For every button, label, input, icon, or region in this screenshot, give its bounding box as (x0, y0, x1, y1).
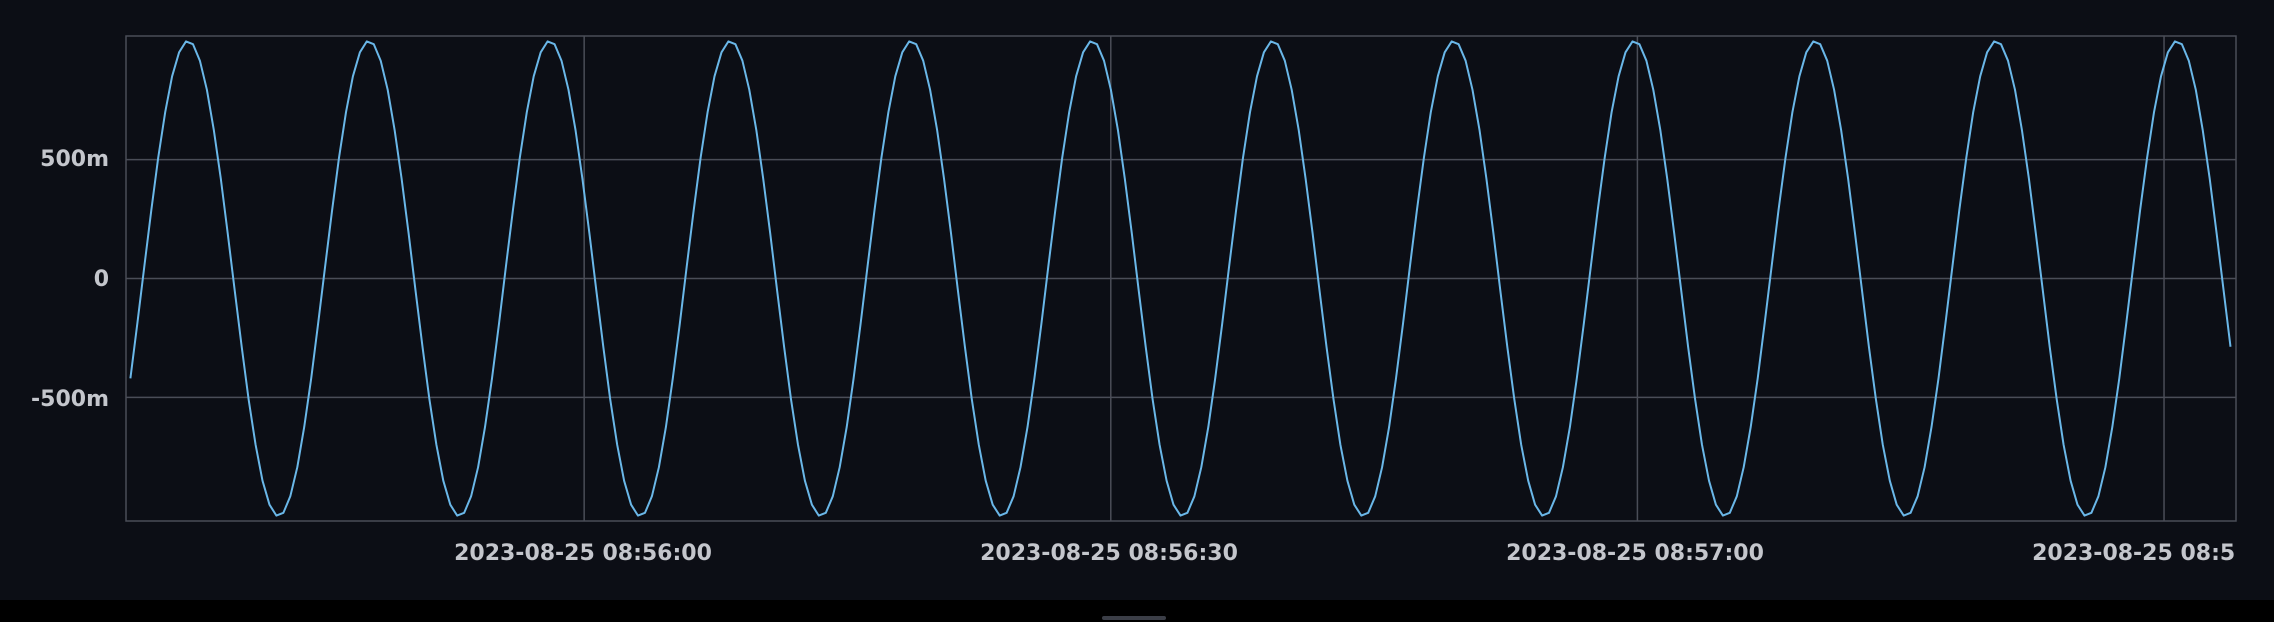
x-tick-label-085600: 2023-08-25 08:56:00 (454, 541, 712, 566)
grid-lines (126, 36, 2236, 521)
line-chart[interactable]: 500m 0 -500m 2023-08-25 08:56:00 2023-08… (0, 0, 2274, 600)
x-tick-label-085700: 2023-08-25 08:57:00 (1506, 541, 1764, 566)
x-tick-clip: 2023-08-25 08:57:30 (2032, 541, 2274, 566)
x-axis-ticks: 2023-08-25 08:56:00 2023-08-25 08:56:30 … (454, 541, 2274, 566)
x-tick-label-085630: 2023-08-25 08:56:30 (980, 541, 1238, 566)
chart-panel: 500m 0 -500m 2023-08-25 08:56:00 2023-08… (0, 0, 2274, 600)
y-tick-label-500m: 500m (40, 147, 109, 172)
y-axis-ticks: 500m 0 -500m (31, 147, 109, 412)
y-tick-label-0: 0 (94, 267, 109, 292)
x-tick-label-085730: 2023-08-25 08:57:30 (2032, 541, 2274, 566)
panel-resize-handle[interactable] (1102, 616, 1166, 620)
y-tick-label-minus-500m: -500m (31, 387, 109, 412)
